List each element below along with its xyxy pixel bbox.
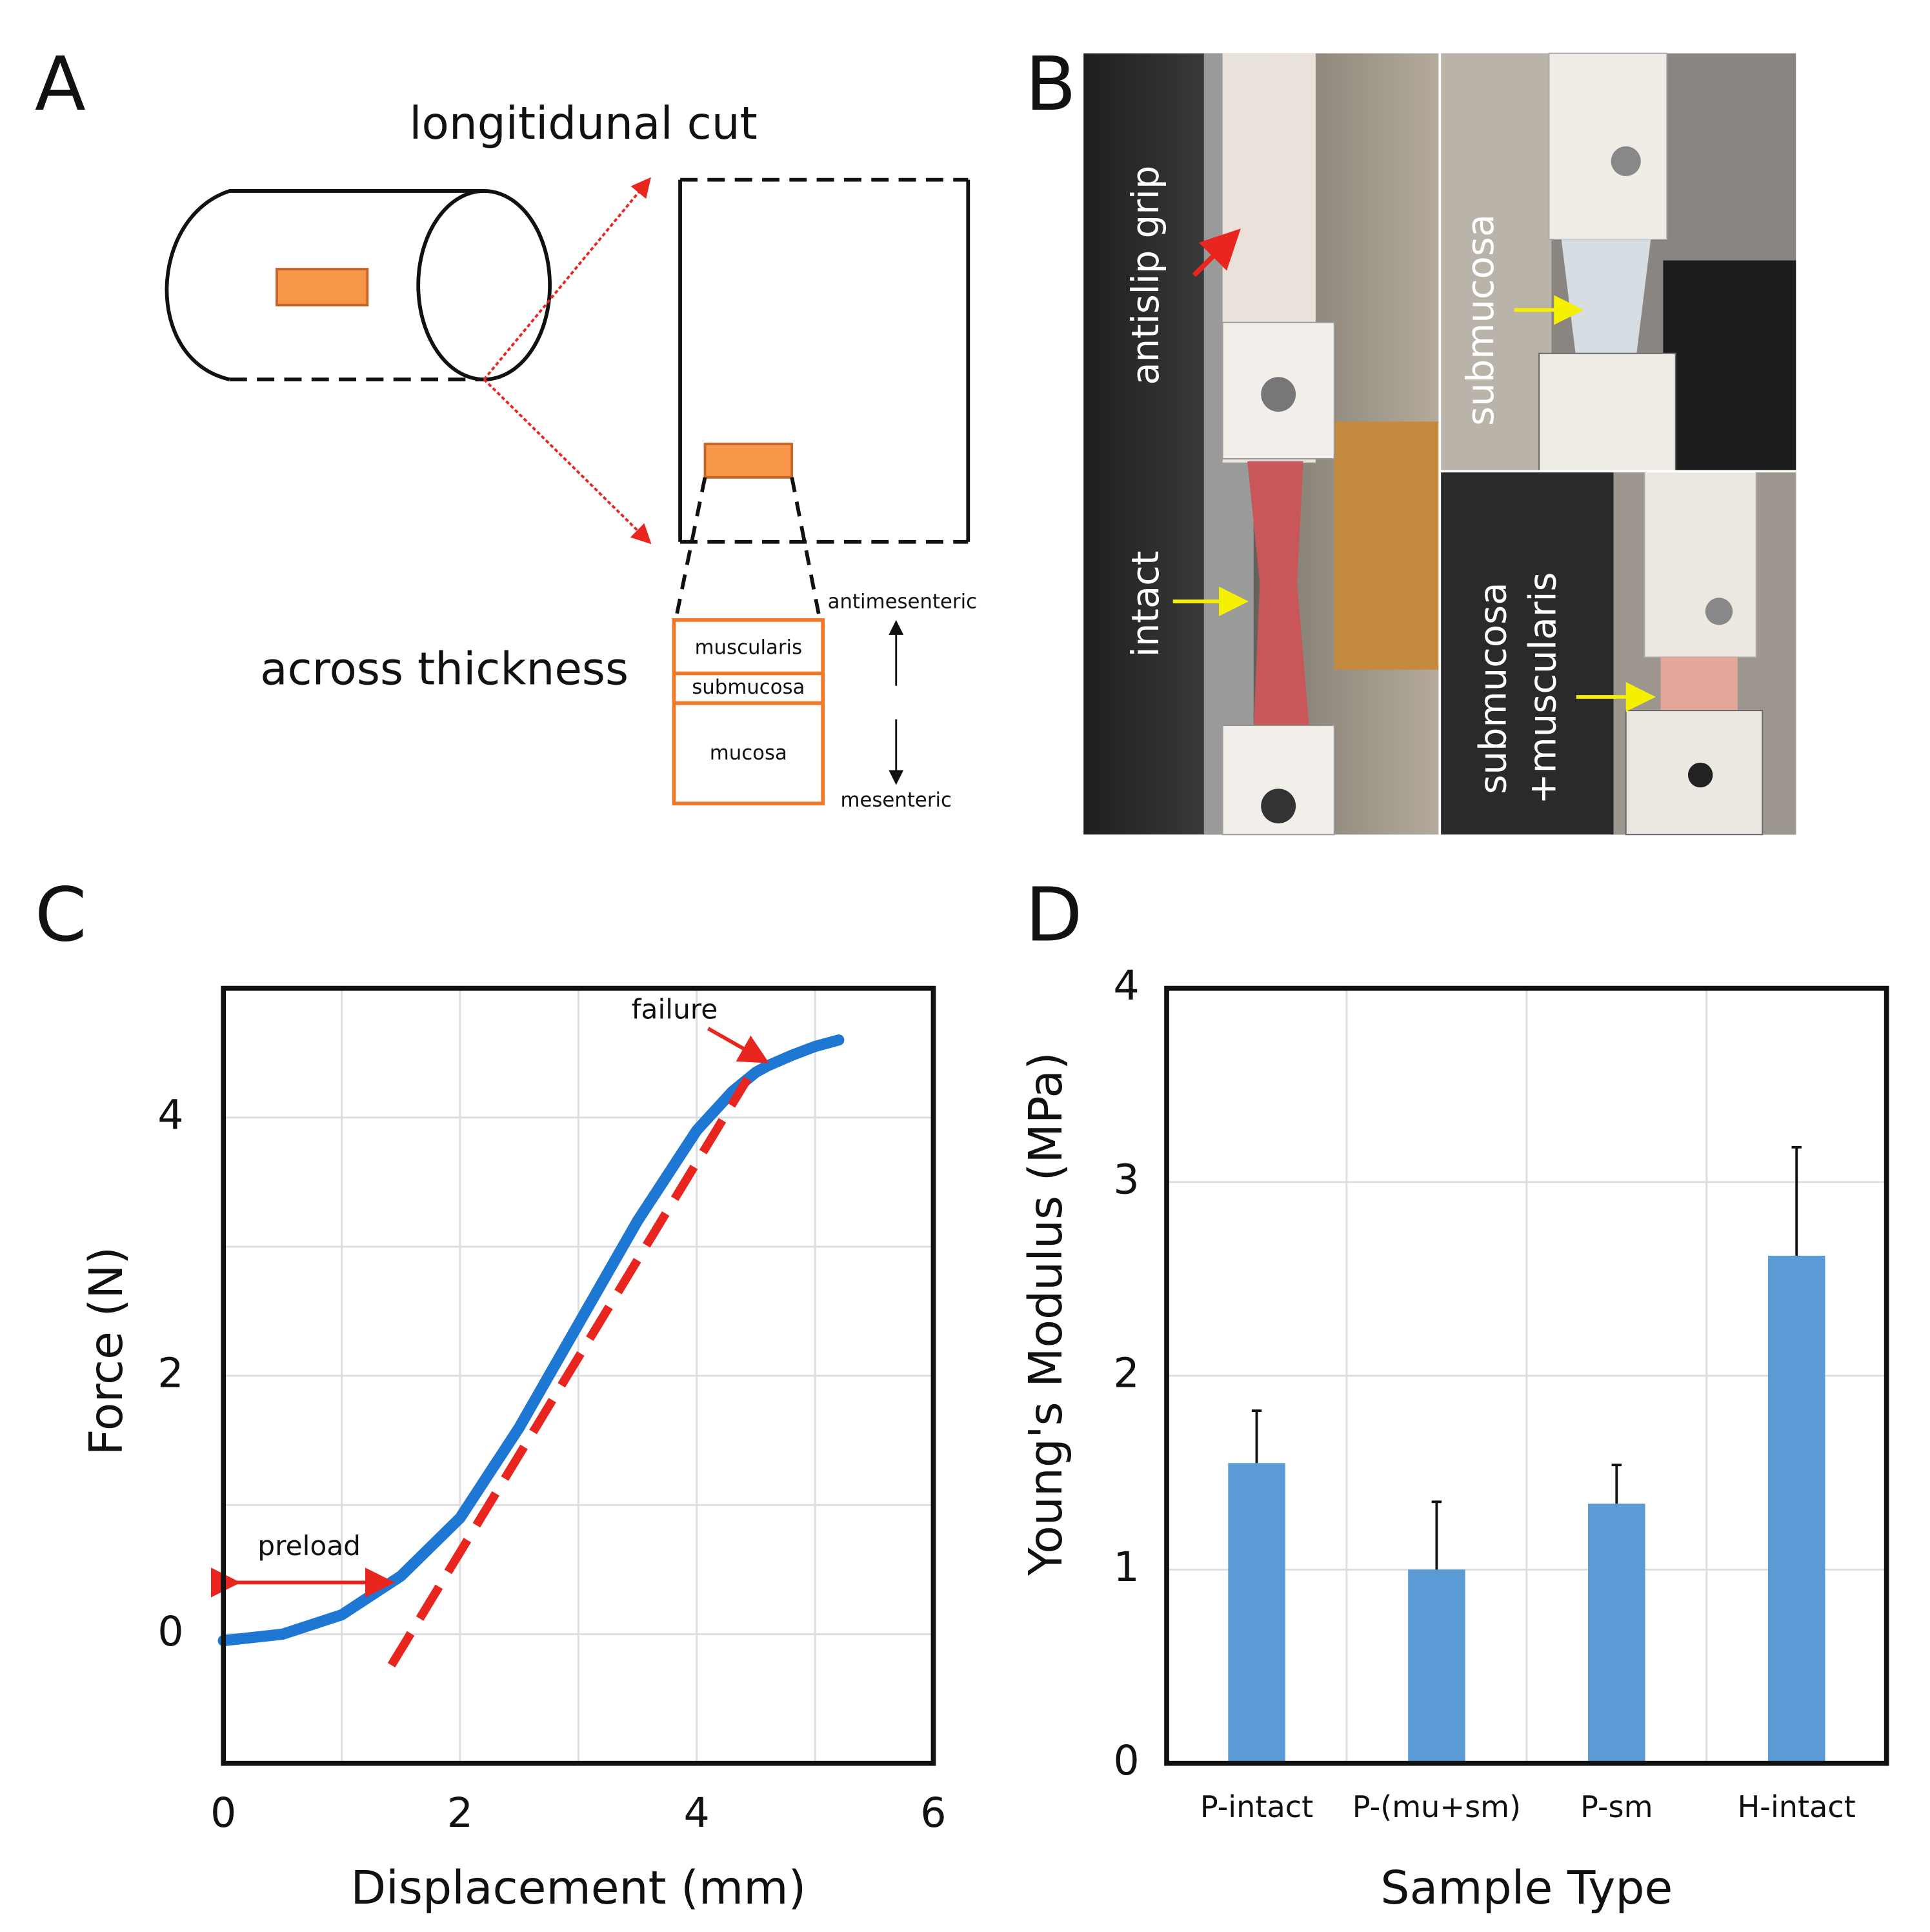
y-tick-label: 4	[157, 1091, 183, 1138]
bolt	[1687, 762, 1713, 788]
x-axis-label: Sample Type	[1380, 1861, 1673, 1915]
side-label: antimesenteric	[828, 590, 977, 613]
photo-label: intact	[1123, 550, 1167, 657]
bolt	[1611, 146, 1641, 176]
photo-detail	[1440, 53, 1552, 472]
arrow	[483, 378, 652, 545]
y-tick-label: 4	[1113, 961, 1139, 1009]
zoom-line	[790, 477, 821, 617]
layer-label: submucosa	[692, 676, 805, 699]
grip	[1538, 352, 1676, 472]
bar	[1228, 1463, 1285, 1764]
panel-label: A	[35, 41, 86, 128]
tissue	[1247, 461, 1310, 732]
photo-label: submucosa	[1458, 214, 1502, 426]
annotation-arrow	[707, 1027, 770, 1063]
x-tick-label: P-sm	[1580, 1789, 1653, 1824]
y-tick-label: 2	[1113, 1349, 1139, 1397]
bar	[1588, 1504, 1645, 1764]
layer-label: muscularis	[695, 636, 803, 659]
side-label: mesenteric	[841, 789, 952, 812]
x-tick-label: P-(mu+sm)	[1352, 1789, 1521, 1824]
y-tick-label: 0	[1113, 1736, 1139, 1784]
x-tick-label: 0	[210, 1789, 236, 1836]
layer-label: mucosa	[710, 741, 787, 765]
diagram-title: longitidunal cut	[409, 98, 758, 150]
y-axis-label: Young's Modulus (MPa)	[1019, 1052, 1072, 1576]
panel-label: C	[35, 872, 87, 959]
sample	[276, 268, 369, 307]
photo-label: +muscularis	[1520, 572, 1564, 804]
panel-label: B	[1025, 41, 1076, 128]
bar	[1767, 1255, 1825, 1764]
plot-frame	[1164, 985, 1889, 1766]
cylinder-body	[165, 189, 485, 381]
diagram: longitidunal cut	[165, 98, 970, 806]
section-label: across thickness	[260, 644, 628, 696]
y-tick-label: 1	[1113, 1543, 1139, 1591]
x-tick-label: 4	[684, 1789, 710, 1836]
bar	[1408, 1569, 1465, 1764]
arrow	[483, 177, 651, 381]
photo-label: submucosa	[1471, 582, 1514, 794]
x-tick-label: 6	[920, 1789, 946, 1836]
y-tick-label: 3	[1113, 1155, 1139, 1203]
annotation: failure	[632, 993, 718, 1025]
y-tick-label: 2	[157, 1349, 183, 1397]
sample	[703, 443, 794, 479]
arrow	[1192, 228, 1241, 277]
x-axis-label: Displacement (mm)	[350, 1861, 806, 1915]
data-line	[217, 1034, 845, 1647]
photo-label: antislip grip	[1123, 165, 1167, 385]
annotation: preload	[257, 1530, 361, 1562]
y-axis-label: Force (N)	[79, 1247, 133, 1456]
layers-box	[672, 618, 825, 806]
photo-detail	[1663, 260, 1796, 472]
x-tick-label: H-intact	[1738, 1789, 1856, 1824]
x-tick-label: 2	[447, 1789, 473, 1836]
data-line	[387, 1076, 752, 1667]
y-tick-label: 0	[157, 1607, 183, 1655]
bolt	[1261, 377, 1296, 412]
photo-detail	[1334, 421, 1440, 670]
bolt	[1261, 789, 1296, 824]
tissue	[1561, 239, 1651, 360]
photos	[1083, 52, 1796, 836]
x-tick-label: P-intact	[1200, 1789, 1313, 1824]
grip	[1548, 52, 1668, 240]
tissue	[1660, 657, 1738, 713]
plot-frame	[221, 985, 936, 1766]
cylinder-end	[416, 189, 552, 381]
grip	[1644, 470, 1757, 658]
panel-label: D	[1025, 872, 1083, 959]
bolt	[1705, 598, 1733, 625]
